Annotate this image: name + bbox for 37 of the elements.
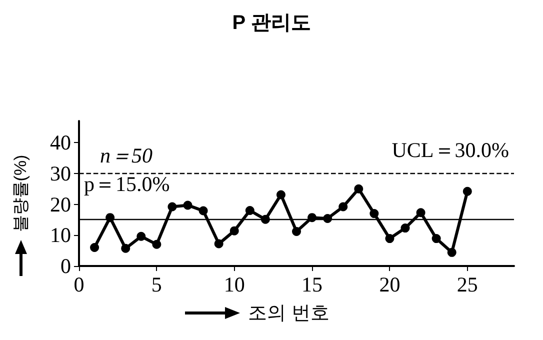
y-tick-label: 10: [50, 223, 71, 248]
y-tick-label: 20: [50, 192, 71, 216]
point: [198, 206, 208, 216]
point: [432, 234, 441, 244]
y-tick-label: 30: [50, 161, 71, 186]
point: [168, 202, 177, 212]
point: [292, 226, 301, 236]
ref-line-label: UCL＝30.0%: [392, 138, 509, 162]
point: [183, 200, 192, 210]
point: [462, 186, 472, 196]
x-tick-label: 20: [379, 272, 400, 296]
point: [416, 208, 426, 218]
x-axis-title: 조의 번호: [248, 302, 330, 326]
point: [385, 234, 394, 244]
point: [276, 190, 286, 200]
point: [400, 224, 410, 233]
chart-title: P 관리도: [232, 12, 311, 34]
ref-line-label: p＝15.0%: [84, 172, 170, 196]
y-tick-label: 0: [60, 254, 71, 278]
y-axis-title: 불량률(%): [11, 154, 30, 232]
point: [214, 239, 224, 248]
point: [136, 232, 146, 241]
x-tick-label: 5: [151, 272, 162, 296]
x-tick-label: 15: [302, 272, 323, 296]
y-tick-label: 40: [50, 130, 71, 155]
point: [121, 244, 130, 253]
point: [447, 248, 456, 257]
point: [245, 206, 254, 215]
point: [370, 209, 379, 218]
point: [338, 202, 348, 212]
point: [230, 226, 239, 236]
x-tick-label: 10: [224, 272, 245, 296]
point: [152, 240, 162, 249]
annotation: n＝50: [100, 144, 153, 168]
x-tick-label: 25: [456, 272, 478, 296]
point: [354, 184, 364, 194]
point: [90, 242, 100, 252]
